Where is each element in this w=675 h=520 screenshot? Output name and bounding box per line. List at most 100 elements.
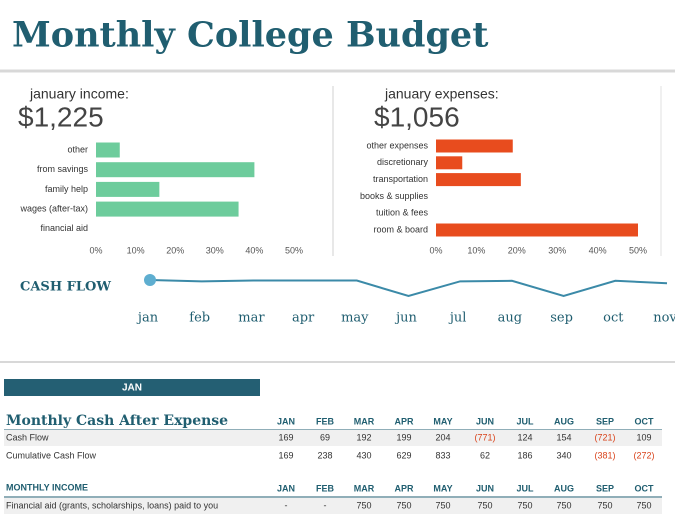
x-tick-label: jan xyxy=(136,311,159,326)
cell: 238 xyxy=(317,450,332,460)
cell: 750 xyxy=(556,500,571,510)
x-tick-label: aug xyxy=(498,311,522,326)
panel-title: january income: xyxy=(29,86,129,102)
column-header: AUG xyxy=(554,483,574,493)
x-tick-label: 20% xyxy=(508,245,526,255)
bar xyxy=(96,181,160,197)
x-tick-label: 50% xyxy=(285,245,303,255)
cell: 750 xyxy=(396,500,411,510)
category-label: family help xyxy=(45,184,88,194)
column-header: MAR xyxy=(354,416,375,426)
month-tab-label[interactable]: JAN xyxy=(122,383,142,394)
cell: 169 xyxy=(278,432,293,442)
category-label: tuition & fees xyxy=(376,208,429,218)
cell: 192 xyxy=(356,432,371,442)
x-tick-label: 0% xyxy=(89,245,102,255)
cell: - xyxy=(285,500,288,510)
bar xyxy=(96,162,255,178)
cell: 750 xyxy=(517,500,532,510)
cell: 750 xyxy=(636,500,651,510)
category-label: discretionary xyxy=(377,157,429,167)
bar xyxy=(436,156,463,170)
row-band xyxy=(4,430,662,446)
x-tick-label: 40% xyxy=(589,245,607,255)
x-tick-label: nov xyxy=(653,311,675,326)
cell: 154 xyxy=(556,432,571,442)
x-tick-label: oct xyxy=(603,311,624,326)
cell: 430 xyxy=(356,450,371,460)
cell: 169 xyxy=(278,450,293,460)
panel-total: $1,225 xyxy=(18,101,104,132)
cell: 109 xyxy=(636,432,651,442)
row-band xyxy=(4,498,662,514)
cell: 186 xyxy=(517,450,532,460)
column-header: MAY xyxy=(433,416,452,426)
column-header: JUN xyxy=(476,416,494,426)
x-tick-label: apr xyxy=(292,311,315,326)
x-tick-label: may xyxy=(341,311,369,326)
cell: 62 xyxy=(480,450,490,460)
x-tick-label: 10% xyxy=(127,245,145,255)
cell: 750 xyxy=(597,500,612,510)
x-tick-label: jun xyxy=(394,311,417,326)
column-header: JUN xyxy=(476,483,494,493)
x-tick-label: 30% xyxy=(548,245,566,255)
column-header: AUG xyxy=(554,416,574,426)
panel-total: $1,056 xyxy=(374,101,460,132)
x-tick-label: jul xyxy=(448,311,467,326)
x-tick-label: feb xyxy=(189,311,210,326)
cell: 69 xyxy=(320,432,330,442)
cell: 199 xyxy=(396,432,411,442)
section-title: CASH FLOW xyxy=(20,280,111,295)
month-tab[interactable] xyxy=(4,379,260,396)
x-tick-label: 50% xyxy=(629,245,647,255)
bar xyxy=(436,139,513,153)
x-tick-label: 20% xyxy=(166,245,184,255)
column-header: APR xyxy=(394,483,414,493)
category-label: transportation xyxy=(373,174,428,184)
bar xyxy=(96,201,239,217)
cell: 833 xyxy=(435,450,450,460)
bar xyxy=(436,223,638,237)
row-band xyxy=(4,448,662,464)
cash-flow-line xyxy=(149,279,668,298)
category-label: financial aid xyxy=(40,223,88,233)
column-header: JAN xyxy=(277,483,295,493)
page-title: Monthly College Budget xyxy=(12,15,488,56)
cell: 750 xyxy=(477,500,492,510)
cell: - xyxy=(324,500,327,510)
x-tick-label: sep xyxy=(550,311,573,326)
column-header: SEP xyxy=(596,416,614,426)
row-label: Cash Flow xyxy=(6,432,49,442)
category-label: books & supplies xyxy=(360,191,429,201)
cell: (721) xyxy=(594,432,615,442)
x-tick-label: 30% xyxy=(206,245,224,255)
x-tick-label: 40% xyxy=(245,245,263,255)
column-header: OCT xyxy=(635,416,655,426)
bar xyxy=(436,173,521,187)
row-label: Financial aid (grants, scholarships, loa… xyxy=(6,500,218,510)
x-tick-label: 0% xyxy=(429,245,442,255)
column-header: JUL xyxy=(516,416,534,426)
cell: (381) xyxy=(594,450,615,460)
cell: 340 xyxy=(556,450,571,460)
cell: 750 xyxy=(435,500,450,510)
cell: 124 xyxy=(517,432,532,442)
column-header: OCT xyxy=(635,483,655,493)
column-header: FEB xyxy=(316,483,335,493)
bar xyxy=(96,142,120,158)
table-title: MONTHLY INCOME xyxy=(6,482,88,492)
cell: 204 xyxy=(435,432,450,442)
cell: 750 xyxy=(356,500,371,510)
table-title: Monthly Cash After Expense xyxy=(6,413,228,429)
row-label: Cumulative Cash Flow xyxy=(6,450,97,460)
column-header: APR xyxy=(394,416,414,426)
x-tick-label: mar xyxy=(238,311,265,326)
column-header: MAY xyxy=(433,483,452,493)
cell: (771) xyxy=(474,432,495,442)
column-header: MAR xyxy=(354,483,375,493)
category-label: room & board xyxy=(373,224,428,234)
column-header: FEB xyxy=(316,416,335,426)
column-header: SEP xyxy=(596,483,614,493)
